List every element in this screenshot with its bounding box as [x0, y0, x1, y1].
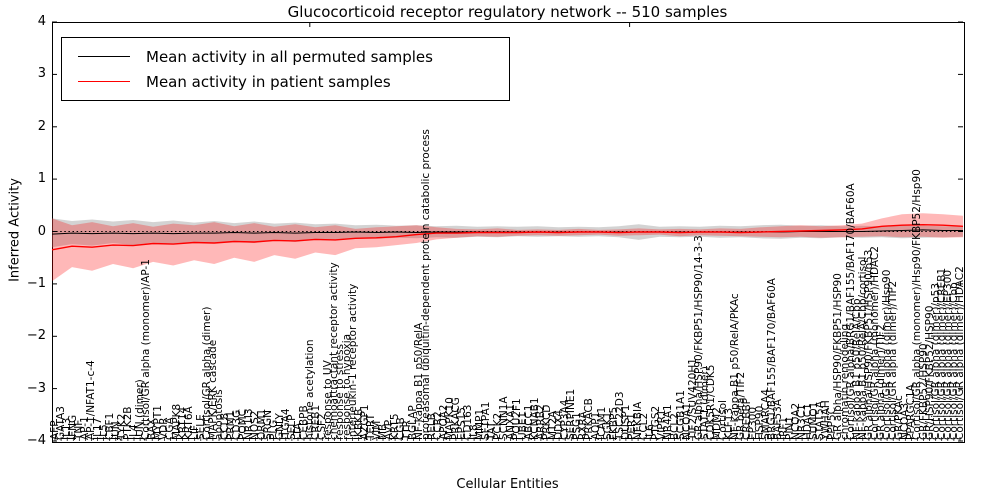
- y-tick-label: 1: [37, 171, 46, 187]
- legend-item-permuted: Mean activity in all permuted samples: [62, 44, 509, 69]
- y-tick-label: 3: [37, 66, 46, 82]
- plot-area: [52, 22, 965, 443]
- legend-label: Mean activity in patient samples: [146, 72, 391, 91]
- patient-mean-line: [51, 223, 964, 251]
- x-tick-label: Cortisol/GR alpha (monomer)/AP-1: [140, 259, 153, 440]
- y-tick-label: −1: [26, 275, 46, 291]
- chart-title: Glucocorticoid receptor regulatory netwo…: [287, 3, 728, 21]
- y-tick-label: 0: [37, 223, 46, 239]
- y-tick-label: −3: [26, 380, 46, 396]
- permuted-line-swatch: [78, 56, 130, 57]
- legend-label: Mean activity in all permuted samples: [146, 47, 433, 66]
- legend: Mean activity in all permuted samples Me…: [61, 37, 510, 101]
- patient-line-swatch: [78, 81, 130, 82]
- y-tick-label: −2: [26, 328, 46, 344]
- x-tick-label: Cortisol/GR alpha (dimer)/HDAC2: [953, 266, 966, 440]
- y-tick-label: −4: [26, 433, 46, 448]
- x-tick-label: proteasomal ubiquitin-dependent protein …: [419, 129, 432, 440]
- y-tick-label: 4: [37, 14, 46, 29]
- legend-item-patient: Mean activity in patient samples: [62, 69, 509, 94]
- x-axis-label: Cellular Entities: [456, 477, 559, 492]
- y-tick-label: 2: [37, 118, 46, 134]
- patient-range-band: [52, 213, 963, 282]
